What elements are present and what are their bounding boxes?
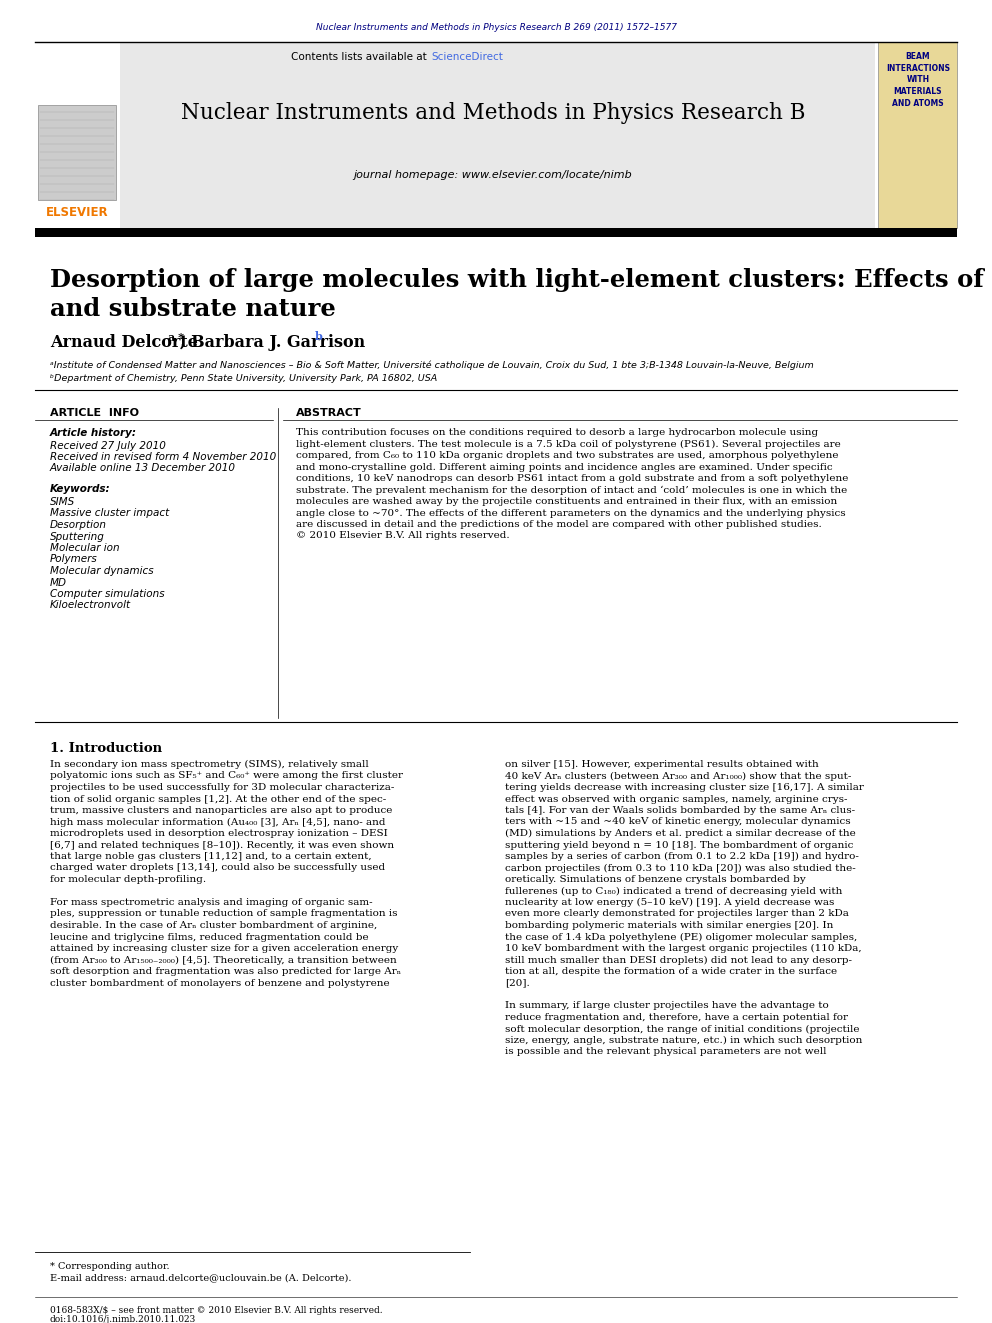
Text: doi:10.1016/j.nimb.2010.11.023: doi:10.1016/j.nimb.2010.11.023 — [50, 1315, 196, 1323]
Text: 10 keV bombardment with the largest organic projectiles (110 kDa,: 10 keV bombardment with the largest orga… — [505, 945, 862, 953]
Text: that large noble gas clusters [11,12] and, to a certain extent,: that large noble gas clusters [11,12] an… — [50, 852, 372, 861]
Text: Nuclear Instruments and Methods in Physics Research B: Nuclear Instruments and Methods in Physi… — [181, 102, 806, 124]
Text: leucine and triglycine films, reduced fragmentation could be: leucine and triglycine films, reduced fr… — [50, 933, 369, 942]
Text: a,*: a,* — [168, 331, 185, 343]
Text: For mass spectrometric analysis and imaging of organic sam-: For mass spectrometric analysis and imag… — [50, 898, 373, 908]
Text: Arnaud Delcorte: Arnaud Delcorte — [50, 333, 197, 351]
Text: Nuclear Instruments and Methods in Physics Research B 269 (2011) 1572–1577: Nuclear Instruments and Methods in Physi… — [315, 24, 677, 33]
Text: size, energy, angle, substrate nature, etc.) in which such desorption: size, energy, angle, substrate nature, e… — [505, 1036, 862, 1045]
Bar — [35, 42, 120, 228]
Text: Desorption: Desorption — [50, 520, 107, 531]
Text: sputtering yield beyond n = 10 [18]. The bombardment of organic: sputtering yield beyond n = 10 [18]. The… — [505, 840, 853, 849]
Text: Computer simulations: Computer simulations — [50, 589, 165, 599]
Text: nuclearity at low energy (5–10 keV) [19]. A yield decrease was: nuclearity at low energy (5–10 keV) [19]… — [505, 898, 834, 908]
Text: conditions, 10 keV nanodrops can desorb PS61 intact from a gold substrate and fr: conditions, 10 keV nanodrops can desorb … — [296, 474, 848, 483]
Text: This contribution focuses on the conditions required to desorb a large hydrocarb: This contribution focuses on the conditi… — [296, 429, 818, 437]
Text: Kiloelectronvolt: Kiloelectronvolt — [50, 601, 131, 610]
Text: effect was observed with organic samples, namely, arginine crys-: effect was observed with organic samples… — [505, 795, 847, 803]
Text: molecules are washed away by the projectile constituents and entrained in their : molecules are washed away by the project… — [296, 497, 837, 505]
Text: journal homepage: www.elsevier.com/locate/nimb: journal homepage: www.elsevier.com/locat… — [353, 169, 632, 180]
Text: desirable. In the case of Arₙ cluster bombardment of arginine,: desirable. In the case of Arₙ cluster bo… — [50, 921, 377, 930]
Text: ELSEVIER: ELSEVIER — [46, 206, 108, 220]
Text: tering yields decrease with increasing cluster size [16,17]. A similar: tering yields decrease with increasing c… — [505, 783, 864, 792]
Text: on silver [15]. However, experimental results obtained with: on silver [15]. However, experimental re… — [505, 759, 818, 769]
Text: MD: MD — [50, 578, 67, 587]
Text: microdroplets used in desorption electrospray ionization – DESI: microdroplets used in desorption electro… — [50, 830, 388, 837]
Text: carbon projectiles (from 0.3 to 110 kDa [20]) was also studied the-: carbon projectiles (from 0.3 to 110 kDa … — [505, 864, 856, 873]
Text: ᵇDepartment of Chemistry, Penn State University, University Park, PA 16802, USA: ᵇDepartment of Chemistry, Penn State Uni… — [50, 374, 437, 382]
Text: In summary, if large cluster projectiles have the advantage to: In summary, if large cluster projectiles… — [505, 1002, 828, 1011]
Text: In secondary ion mass spectrometry (SIMS), relatively small: In secondary ion mass spectrometry (SIMS… — [50, 759, 369, 769]
Text: projectiles to be used successfully for 3D molecular characteriza-: projectiles to be used successfully for … — [50, 783, 395, 792]
Text: 0168-583X/$ – see front matter © 2010 Elsevier B.V. All rights reserved.: 0168-583X/$ – see front matter © 2010 El… — [50, 1306, 383, 1315]
Text: b: b — [315, 331, 322, 343]
Text: tion of solid organic samples [1,2]. At the other end of the spec-: tion of solid organic samples [1,2]. At … — [50, 795, 386, 803]
Text: ters with ~15 and ~40 keV of kinetic energy, molecular dynamics: ters with ~15 and ~40 keV of kinetic ene… — [505, 818, 850, 827]
Text: 1. Introduction: 1. Introduction — [50, 742, 162, 755]
Text: (MD) simulations by Anders et al. predict a similar decrease of the: (MD) simulations by Anders et al. predic… — [505, 830, 856, 839]
Bar — [878, 42, 957, 228]
Bar — [38, 105, 116, 200]
Text: Article history:: Article history: — [50, 429, 137, 438]
Text: ᵃInstitute of Condensed Matter and Nanosciences – Bio & Soft Matter, Université : ᵃInstitute of Condensed Matter and Nanos… — [50, 360, 813, 369]
Text: 40 keV Arₙ clusters (between Ar₃₀₀ and Ar₁₀₀₀) show that the sput-: 40 keV Arₙ clusters (between Ar₃₀₀ and A… — [505, 771, 851, 781]
Text: [20].: [20]. — [505, 979, 530, 987]
Text: trum, massive clusters and nanoparticles are also apt to produce: trum, massive clusters and nanoparticles… — [50, 806, 393, 815]
Text: cluster bombardment of monolayers of benzene and polystyrene: cluster bombardment of monolayers of ben… — [50, 979, 390, 987]
Text: soft desorption and fragmentation was also predicted for large Arₙ: soft desorption and fragmentation was al… — [50, 967, 401, 976]
Text: Desorption of large molecules with light-element clusters: Effects of cluster si: Desorption of large molecules with light… — [50, 269, 992, 320]
Text: SIMS: SIMS — [50, 497, 75, 507]
Text: polyatomic ions such as SF₅⁺ and C₆₀⁺ were among the first cluster: polyatomic ions such as SF₅⁺ and C₆₀⁺ we… — [50, 771, 403, 781]
Text: angle close to ~70°. The effects of the different parameters on the dynamics and: angle close to ~70°. The effects of the … — [296, 508, 845, 517]
Text: compared, from C₆₀ to 110 kDa organic droplets and two substrates are used, amor: compared, from C₆₀ to 110 kDa organic dr… — [296, 451, 838, 460]
Text: Sputtering: Sputtering — [50, 532, 105, 541]
Text: and mono-crystalline gold. Different aiming points and incidence angles are exam: and mono-crystalline gold. Different aim… — [296, 463, 832, 471]
Text: Massive cluster impact: Massive cluster impact — [50, 508, 170, 519]
Text: even more clearly demonstrated for projectiles larger than 2 kDa: even more clearly demonstrated for proje… — [505, 909, 849, 918]
Bar — [120, 42, 875, 228]
Text: for molecular depth-profiling.: for molecular depth-profiling. — [50, 875, 206, 884]
Text: ARTICLE  INFO: ARTICLE INFO — [50, 407, 139, 418]
Text: still much smaller than DESI droplets) did not lead to any desorp-: still much smaller than DESI droplets) d… — [505, 955, 852, 964]
Text: substrate. The prevalent mechanism for the desorption of intact and ‘cold’ molec: substrate. The prevalent mechanism for t… — [296, 486, 847, 495]
Text: BEAM
INTERACTIONS
WITH
MATERIALS
AND ATOMS: BEAM INTERACTIONS WITH MATERIALS AND ATO… — [886, 52, 950, 108]
Text: Polymers: Polymers — [50, 554, 98, 565]
Text: is possible and the relevant physical parameters are not well: is possible and the relevant physical pa… — [505, 1048, 826, 1057]
Text: Molecular ion: Molecular ion — [50, 542, 120, 553]
Text: light-element clusters. The test molecule is a 7.5 kDa coil of polystyrene (PS61: light-element clusters. The test molecul… — [296, 439, 841, 448]
Text: charged water droplets [13,14], could also be successfully used: charged water droplets [13,14], could al… — [50, 864, 385, 872]
Text: * Corresponding author.: * Corresponding author. — [50, 1262, 170, 1271]
Text: ScienceDirect: ScienceDirect — [431, 52, 503, 62]
Text: © 2010 Elsevier B.V. All rights reserved.: © 2010 Elsevier B.V. All rights reserved… — [296, 532, 510, 541]
Text: attained by increasing cluster size for a given acceleration energy: attained by increasing cluster size for … — [50, 945, 398, 953]
Text: are discussed in detail and the predictions of the model are compared with other: are discussed in detail and the predicti… — [296, 520, 821, 529]
Bar — [35, 228, 957, 237]
Text: oretically. Simulations of benzene crystals bombarded by: oretically. Simulations of benzene cryst… — [505, 875, 806, 884]
Text: samples by a series of carbon (from 0.1 to 2.2 kDa [19]) and hydro-: samples by a series of carbon (from 0.1 … — [505, 852, 859, 861]
Text: soft molecular desorption, the range of initial conditions (projectile: soft molecular desorption, the range of … — [505, 1024, 859, 1033]
Text: Received in revised form 4 November 2010: Received in revised form 4 November 2010 — [50, 452, 276, 462]
Text: , Barbara J. Garrison: , Barbara J. Garrison — [180, 333, 365, 351]
Text: tals [4]. For van der Waals solids bombarded by the same Arₙ clus-: tals [4]. For van der Waals solids bomba… — [505, 806, 855, 815]
Text: Available online 13 December 2010: Available online 13 December 2010 — [50, 463, 236, 474]
Text: reduce fragmentation and, therefore, have a certain potential for: reduce fragmentation and, therefore, hav… — [505, 1013, 848, 1021]
Text: (from Ar₃₀₀ to Ar₁₅₀₀₋₂₀₀₀) [4,5]. Theoretically, a transition between: (from Ar₃₀₀ to Ar₁₅₀₀₋₂₀₀₀) [4,5]. Theor… — [50, 955, 397, 964]
Text: high mass molecular information (Au₄₀₀ [3], Arₙ [4,5], nano- and: high mass molecular information (Au₄₀₀ [… — [50, 818, 386, 827]
Text: ples, suppression or tunable reduction of sample fragmentation is: ples, suppression or tunable reduction o… — [50, 909, 398, 918]
Text: fullerenes (up to C₁₈₀) indicated a trend of decreasing yield with: fullerenes (up to C₁₈₀) indicated a tren… — [505, 886, 842, 896]
Text: Molecular dynamics: Molecular dynamics — [50, 566, 154, 576]
Text: Keywords:: Keywords: — [50, 484, 111, 493]
Text: [6,7] and related techniques [8–10]). Recently, it was even shown: [6,7] and related techniques [8–10]). Re… — [50, 840, 394, 849]
Text: the case of 1.4 kDa polyethylene (PE) oligomer molecular samples,: the case of 1.4 kDa polyethylene (PE) ol… — [505, 933, 857, 942]
Text: ABSTRACT: ABSTRACT — [296, 407, 362, 418]
Text: tion at all, despite the formation of a wide crater in the surface: tion at all, despite the formation of a … — [505, 967, 837, 976]
Text: bombarding polymeric materials with similar energies [20]. In: bombarding polymeric materials with simi… — [505, 921, 833, 930]
Text: E-mail address: arnaud.delcorte@uclouvain.be (A. Delcorte).: E-mail address: arnaud.delcorte@uclouvai… — [50, 1273, 351, 1282]
Text: Contents lists available at: Contents lists available at — [291, 52, 430, 62]
Text: Received 27 July 2010: Received 27 July 2010 — [50, 441, 166, 451]
